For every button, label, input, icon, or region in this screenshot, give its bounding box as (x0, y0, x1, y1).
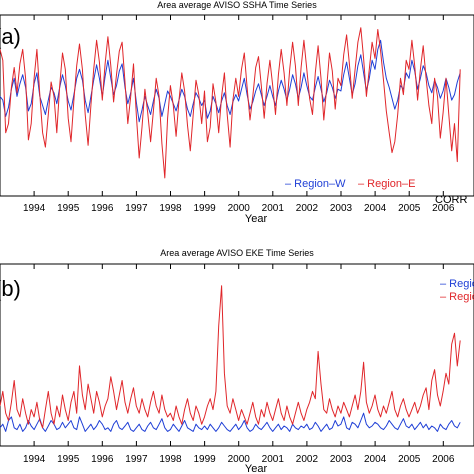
panel-b-ticks (33, 264, 444, 446)
panel-a-tick-labels: 1994 1995 1996 1997 1998 1999 2000 2001 2002 2003… (23, 203, 455, 214)
panel-a-frame (0, 14, 474, 197)
x-tick-label: 1995 (57, 454, 80, 465)
series-line-region-e (0, 285, 461, 429)
panel-a-series (0, 27, 461, 179)
x-tick-label: 2005 (398, 454, 421, 465)
legend-a-region-e: – Region–E (358, 178, 416, 190)
panel-a-legend: – Region–W – Region–E CORR (285, 178, 467, 206)
x-tick-label: 2006 (432, 454, 455, 465)
x-tick-label: 2003 (330, 454, 353, 465)
legend-a-corr: CORR (435, 194, 467, 206)
x-tick-label: 2004 (364, 203, 387, 214)
panel-a-plot-area (0, 14, 474, 197)
panel-b-frame (0, 263, 474, 447)
panel-a: Area average AVISO SSHA Time Series (a) … (0, 0, 474, 225)
legend-a-region-w: – Region–W (285, 178, 346, 190)
panel-b-legend: – Regio – Regio (440, 278, 474, 303)
x-tick-label: 2002 (296, 454, 319, 465)
x-tick-label: 2006 (432, 203, 455, 214)
series-line-region-w (0, 412, 461, 432)
legend-b-region-w: – Regio (440, 278, 474, 290)
series-line-region-e (0, 27, 461, 179)
x-tick-label: 1996 (91, 454, 114, 465)
x-tick-label: 2000 (228, 203, 251, 214)
panel-b-plot-area (0, 263, 474, 447)
panel-a-ticks (33, 15, 444, 196)
x-tick-label: 2004 (364, 454, 387, 465)
panel-b-series (0, 285, 461, 432)
series-line-region-w (0, 39, 461, 123)
x-tick-label: 2001 (262, 203, 285, 214)
panel-b-tick-labels: 1994 1995 1996 1997 1998 1999 2000 2001 2002 2003… (23, 454, 455, 465)
panel-b-title: Area average AVISO EKE Time Series (160, 248, 314, 258)
x-tick-label: 1996 (91, 203, 114, 214)
panel-b-label: (b) (0, 276, 21, 301)
panel-b-xlabel: Year (245, 463, 268, 474)
legend-b-region-e: – Regio (440, 291, 474, 303)
x-tick-label: 1994 (23, 203, 46, 214)
x-tick-label: 1994 (23, 454, 46, 465)
x-tick-label: 1997 (125, 454, 148, 465)
panel-a-label: (a) (0, 24, 21, 49)
x-tick-label: 1995 (57, 203, 80, 214)
x-tick-label: 2005 (398, 203, 421, 214)
x-tick-label: 2003 (330, 203, 353, 214)
x-tick-label: 2001 (262, 454, 285, 465)
x-tick-label: 1997 (125, 203, 148, 214)
x-tick-label: 2000 (228, 454, 251, 465)
x-tick-label: 2002 (296, 203, 319, 214)
panel-b: Area average AVISO EKE Time Series (b) –… (0, 248, 474, 474)
panel-a-xlabel: Year (245, 213, 268, 225)
x-tick-label: 1999 (193, 454, 216, 465)
panel-a-title: Area average AVISO SSHA Time Series (157, 0, 317, 10)
x-tick-label: 1999 (193, 203, 216, 214)
x-tick-label: 1998 (159, 203, 182, 214)
x-tick-label: 1998 (159, 454, 182, 465)
